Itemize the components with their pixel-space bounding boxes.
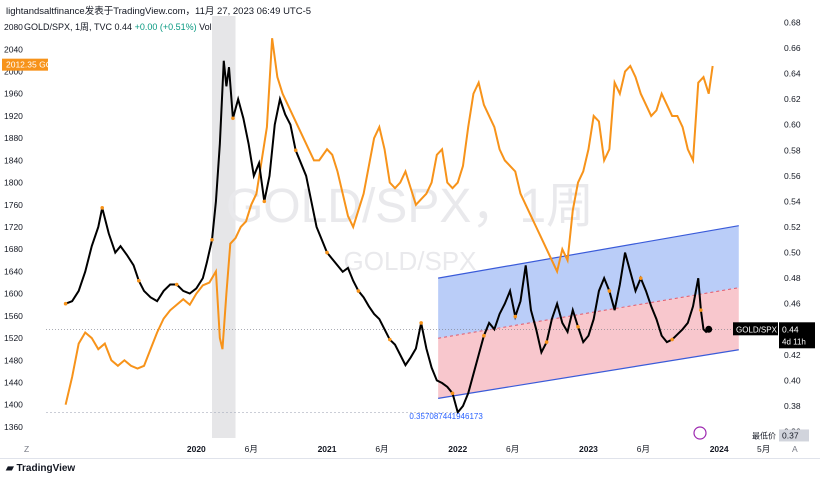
right-tick-label: 0.60 <box>784 120 801 130</box>
ratio-marker <box>63 301 68 306</box>
right-tick-label: 0.62 <box>784 94 801 104</box>
ratio-name-tag <box>733 322 778 336</box>
ratio-series-line <box>65 60 710 415</box>
right-tick-label: 0.58 <box>784 145 801 155</box>
channel-upper-line <box>438 225 739 279</box>
low-annotation: 0.357087441946173 <box>409 412 483 421</box>
tradingview-logo-text: TradingView <box>16 463 76 474</box>
auto-scale-button[interactable]: A <box>792 444 798 454</box>
right-tick-label: 0.56 <box>784 171 801 181</box>
ratio-marker <box>210 237 214 242</box>
x-tick-label: 2020 <box>187 444 206 454</box>
right-tick-label: 0.50 <box>784 248 801 258</box>
x-tick-label: 6月 <box>375 444 388 454</box>
gold-series-line <box>64 38 714 405</box>
ratio-marker <box>544 340 549 344</box>
x-tick-label: 6月 <box>245 444 258 454</box>
ratio-countdown: 4d 11h <box>782 337 806 346</box>
left-tick-label: 1640 <box>4 266 23 276</box>
left-tick-label: 1960 <box>4 89 23 99</box>
ratio-marker <box>576 324 580 329</box>
ratio-marker <box>293 148 298 153</box>
ratio-marker <box>325 250 329 255</box>
right-tick-label: 0.46 <box>784 299 801 309</box>
low-tag-label: 最低价 <box>752 430 776 440</box>
ratio-marker <box>699 308 703 312</box>
highlight-band <box>212 16 236 438</box>
left-tick-label: 1440 <box>4 377 23 387</box>
channel-lower-line <box>438 349 739 399</box>
right-tick-label: 0.40 <box>784 375 801 385</box>
low-tag-value: 0.37 <box>782 430 799 440</box>
right-tick-label: 0.68 <box>784 17 801 27</box>
chart-canvas[interactable]: GOLD/SPX，1周GOLD/SPX0.3570874419461731360… <box>0 15 820 457</box>
left-tick-label: 1480 <box>4 355 23 365</box>
attribution-text: lightandsaltfinance发表于TradingView.com，11… <box>6 6 312 17</box>
x-tick-label: 5月 <box>757 444 770 454</box>
ratio-value-tag <box>779 322 815 349</box>
gold-value-tag <box>2 58 48 71</box>
left-tick-label: 1800 <box>4 178 23 188</box>
ratio-marker <box>482 333 486 338</box>
low-tag-box <box>779 429 809 442</box>
right-tick-label: 0.52 <box>784 222 801 232</box>
tradingview-logo-icon: ▰ <box>6 463 14 474</box>
right-tick-label: 0.48 <box>784 273 801 283</box>
right-tick-label: 0.42 <box>784 350 801 360</box>
ratio-marker <box>670 337 674 342</box>
ratio-last-point <box>705 325 713 333</box>
footer: ▰ TradingView <box>0 458 820 479</box>
x-tick-label: 2024 <box>710 444 729 454</box>
ratio-marker <box>231 116 235 121</box>
tradingview-logo[interactable]: ▰ TradingView <box>6 463 75 474</box>
left-tick-label: 1600 <box>4 289 23 299</box>
x-tick-label: 2021 <box>318 444 337 454</box>
ratio-marker <box>419 321 423 325</box>
legend-symbol: GOLD/SPX, 1周, TVC <box>24 22 113 32</box>
right-tick-label: 0.64 <box>784 69 801 79</box>
left-tick-label: 1920 <box>4 111 23 121</box>
left-tick-label: 1520 <box>4 333 23 343</box>
zoom-button-left[interactable]: Z <box>24 444 29 454</box>
channel-lower-fill <box>438 287 739 399</box>
ratio-value-text: 0.44 <box>782 324 799 334</box>
left-tick-label: 2080 <box>4 22 23 32</box>
gold-value-text: 2012.35 GOLD <box>6 60 63 70</box>
x-tick-label: 2022 <box>448 444 467 454</box>
chart-header: lightandsaltfinance发表于TradingView.com，11… <box>0 0 820 18</box>
x-tick-label: 6月 <box>637 444 650 454</box>
left-tick-label: 1680 <box>4 244 23 254</box>
right-tick-label: 0.38 <box>784 401 801 411</box>
left-tick-label: 1560 <box>4 311 23 321</box>
right-tick-label: 0.66 <box>784 43 801 53</box>
left-tick-label: 1760 <box>4 200 23 210</box>
ratio-marker <box>137 278 141 283</box>
ratio-marker <box>513 314 518 319</box>
ratio-marker <box>450 391 455 396</box>
left-tick-label: 1880 <box>4 133 23 143</box>
right-tick-label: 0.54 <box>784 196 801 206</box>
ratio-marker <box>356 289 361 293</box>
left-tick-label: 1360 <box>4 422 23 432</box>
channel-midline <box>438 287 739 339</box>
x-tick-label: 2023 <box>579 444 598 454</box>
event-icon[interactable] <box>693 426 707 440</box>
left-tick-label: 2000 <box>4 67 23 77</box>
left-tick-label: 2040 <box>4 44 23 54</box>
ratio-marker <box>100 206 105 210</box>
left-tick-label: 1840 <box>4 155 23 165</box>
ratio-marker <box>262 199 267 204</box>
left-tick-label: 1720 <box>4 222 23 232</box>
legend-value: 0.44 <box>114 22 133 32</box>
x-tick-label: 6月 <box>506 444 519 454</box>
ratio-marker <box>638 276 643 280</box>
left-tick-label: 1400 <box>4 400 23 410</box>
ratio-marker <box>174 282 179 287</box>
ratio-marker <box>387 337 392 342</box>
watermark-sub: GOLD/SPX <box>344 246 477 276</box>
ratio-marker <box>607 289 612 293</box>
ratio-name-text: GOLD/SPX <box>736 325 778 334</box>
legend-change: +0.00 (+0.51%) <box>134 22 197 32</box>
